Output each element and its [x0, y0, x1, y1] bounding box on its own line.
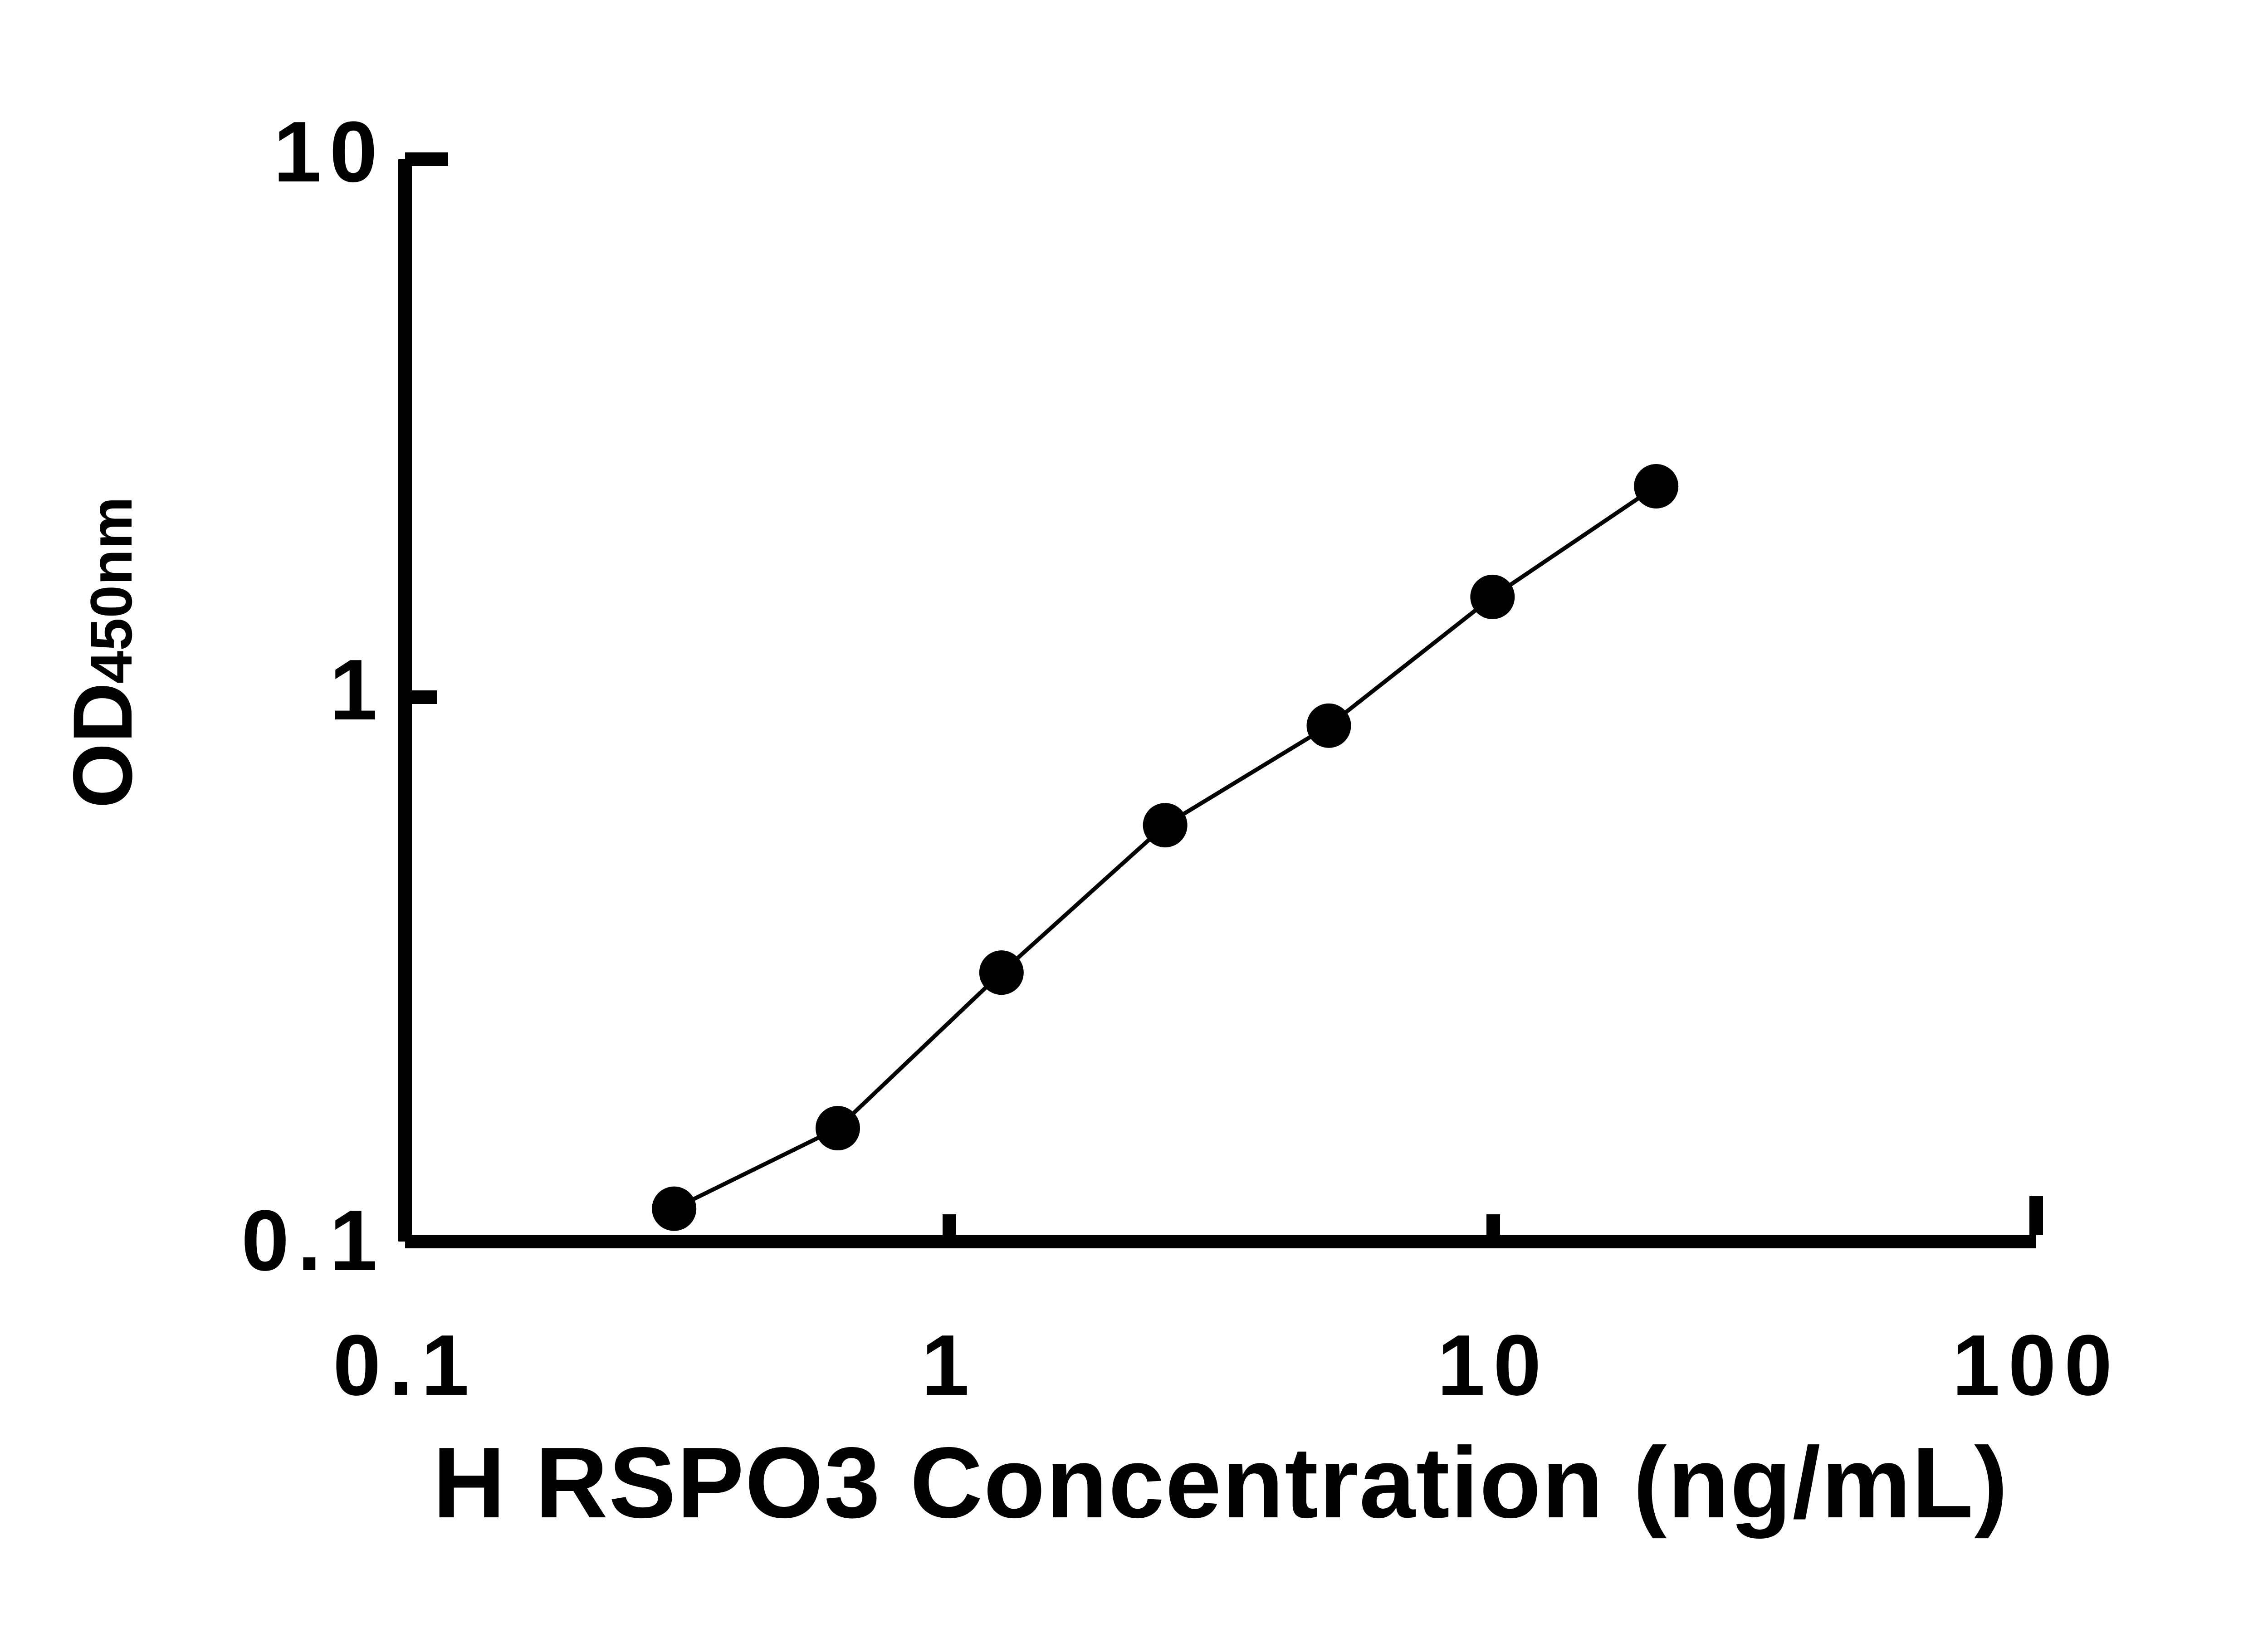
svg-text:10: 10: [1437, 1317, 1549, 1413]
svg-text:H RSPO3 Concentration (ng/mL): H RSPO3 Concentration (ng/mL): [433, 1427, 2009, 1539]
svg-text:10: 10: [274, 104, 386, 200]
svg-text:100: 100: [1952, 1317, 2120, 1413]
svg-text:450nm: 450nm: [78, 497, 144, 684]
svg-text:1: 1: [329, 642, 386, 738]
svg-text:0.1: 0.1: [241, 1193, 386, 1289]
svg-text:0.1: 0.1: [333, 1317, 477, 1413]
svg-text:1: 1: [921, 1317, 978, 1413]
svg-text:OD: OD: [56, 683, 150, 809]
